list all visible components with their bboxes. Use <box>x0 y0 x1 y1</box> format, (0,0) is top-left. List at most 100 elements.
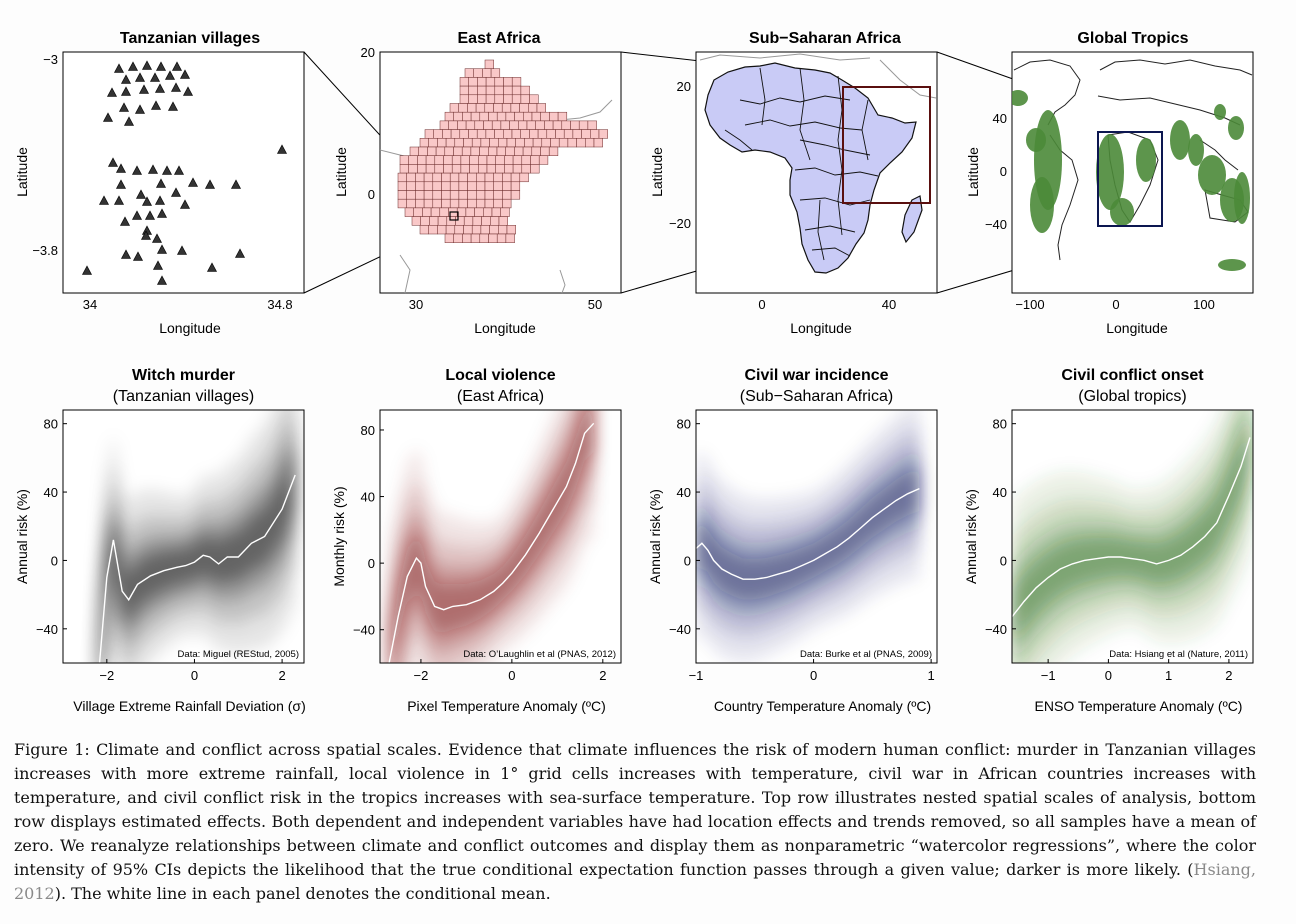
y-tick-label: 0 <box>368 187 375 202</box>
chart-title: Witch murder <box>132 367 235 384</box>
confidence-bands <box>1012 410 1250 663</box>
village-markers <box>82 60 287 285</box>
village-marker <box>155 195 165 205</box>
map-panel-east-africa: East Africa 20 0 30 50 Longitude Latitud… <box>333 30 622 336</box>
data-source-label: Data: Hsiang et al (Nature, 2011) <box>1109 649 1248 660</box>
chart-panel: 80 40 0 −40 −2 0 2 Local violence (East Africa) P… <box>331 367 622 714</box>
y-tick-label: 0 <box>1000 164 1007 179</box>
x-axis-label: Longitude <box>474 320 536 336</box>
y-tick-label: 0 <box>1000 553 1007 568</box>
y-tick-label: −40 <box>353 623 375 638</box>
y-tick-label: 0 <box>51 553 58 568</box>
plot-frame <box>1011 409 1254 664</box>
y-axis-label: Monthly risk (%) <box>331 486 347 586</box>
confidence-band <box>1012 410 1250 663</box>
village-marker <box>205 179 215 189</box>
y-tick-label: 40 <box>361 490 375 505</box>
village-marker <box>120 216 130 226</box>
village-marker <box>133 251 143 261</box>
chart-subtitle: (East Africa) <box>457 388 544 405</box>
x-tick-label: 1 <box>1165 668 1172 683</box>
x-axis-label: Village Extreme Rainfall Deviation (σ) <box>73 698 305 714</box>
map-panel-tanzanian-villages: Tanzanian villages −3 −3.8 34 34.8 Longi… <box>14 30 305 336</box>
village-marker <box>116 163 126 173</box>
village-marker <box>121 74 131 84</box>
village-marker <box>116 179 126 189</box>
village-marker <box>162 165 172 175</box>
y-axis-label: Latitude <box>333 147 349 197</box>
chart-panel: 80 40 0 −40 −2 0 2 Witch murder (Tanzanian villa… <box>14 367 306 714</box>
data-source-label: Data: Miguel (REStud, 2005) <box>178 649 299 660</box>
x-axis-label: ENSO Temperature Anomaly (ºC) <box>1035 698 1243 714</box>
y-tick-label: 80 <box>677 417 691 432</box>
plot-frame <box>62 409 305 664</box>
chart-panel: 80 40 0 −40 −1 0 1 Civil war incidence (Sub−Saha… <box>647 367 938 714</box>
village-marker <box>145 210 155 220</box>
x-tick-label: 0 <box>191 668 198 683</box>
x-tick-label: 30 <box>409 297 423 312</box>
village-marker <box>235 248 245 258</box>
confidence-band <box>389 410 594 663</box>
map-panel-global-tropics: Global Tropics 40 0 −40 −100 0 100 Longi… <box>965 30 1254 336</box>
figure-panels: Tanzanian villages −3 −3.8 34 34.8 Longi… <box>14 30 1254 714</box>
chart-subtitle: (Global tropics) <box>1078 388 1186 405</box>
village-marker <box>132 210 142 220</box>
tropical-land-cells <box>1012 90 1250 271</box>
village-marker <box>155 83 165 93</box>
y-tick-label: 0 <box>684 553 691 568</box>
village-marker <box>99 195 109 205</box>
x-tick-label: 100 <box>1193 297 1215 312</box>
y-axis-label: Annual risk (%) <box>14 489 30 584</box>
y-axis-label: Annual risk (%) <box>647 489 663 584</box>
madagascar-shape <box>901 195 923 244</box>
village-marker <box>82 265 92 275</box>
village-marker <box>136 189 146 199</box>
village-marker <box>156 178 166 188</box>
x-axis-label: Longitude <box>159 320 221 336</box>
village-region-box <box>449 211 459 221</box>
x-tick-label: −2 <box>414 668 429 683</box>
x-tick-label: 2 <box>599 668 606 683</box>
village-marker <box>180 199 190 209</box>
x-tick-label: 40 <box>882 297 896 312</box>
village-marker <box>141 230 151 240</box>
x-tick-label: 34 <box>83 297 97 312</box>
village-marker <box>128 61 138 71</box>
confidence-band <box>98 416 296 663</box>
y-tick-label: 40 <box>993 111 1007 126</box>
x-tick-label: 34.8 <box>267 297 292 312</box>
village-marker <box>188 177 198 187</box>
panel-title: Tanzanian villages <box>120 30 260 47</box>
confidence-bands <box>389 410 594 663</box>
village-marker <box>121 86 131 96</box>
village-marker <box>152 233 162 243</box>
x-tick-label: −1 <box>1041 668 1056 683</box>
village-marker <box>142 196 152 206</box>
x-tick-label: 2 <box>1225 668 1232 683</box>
village-marker <box>177 245 187 255</box>
y-tick-label: −40 <box>669 622 691 637</box>
conditional-mean-line <box>98 474 296 663</box>
x-tick-label: 1 <box>928 668 935 683</box>
citation-link[interactable]: Hsiang, 2012 <box>14 860 1256 903</box>
y-tick-label: −3 <box>43 52 58 67</box>
caption-text: Figure 1: Climate and conflict across sp… <box>14 740 1256 879</box>
country-borders <box>724 67 879 261</box>
conditional-mean-line <box>696 487 920 580</box>
y-axis-label: Annual risk (%) <box>963 489 979 584</box>
data-source-label: Data: Burke et al (PNAS, 2009) <box>800 649 932 660</box>
village-marker <box>124 116 134 126</box>
y-axis-label: Latitude <box>965 147 981 197</box>
chart-panel: 80 40 0 −40 −1 0 1 2 Civil conflict onset (Global… <box>963 367 1254 714</box>
village-marker <box>108 157 118 167</box>
confidence-band <box>696 466 920 601</box>
conditional-mean-line <box>388 422 595 663</box>
y-tick-label: −40 <box>985 622 1007 637</box>
village-marker <box>172 61 182 71</box>
village-marker <box>157 244 167 254</box>
village-marker <box>168 101 178 111</box>
grid-cells <box>397 59 608 243</box>
y-tick-label: 40 <box>677 485 691 500</box>
panel-title: Sub−Saharan Africa <box>749 30 901 47</box>
confidence-bands <box>98 410 296 663</box>
